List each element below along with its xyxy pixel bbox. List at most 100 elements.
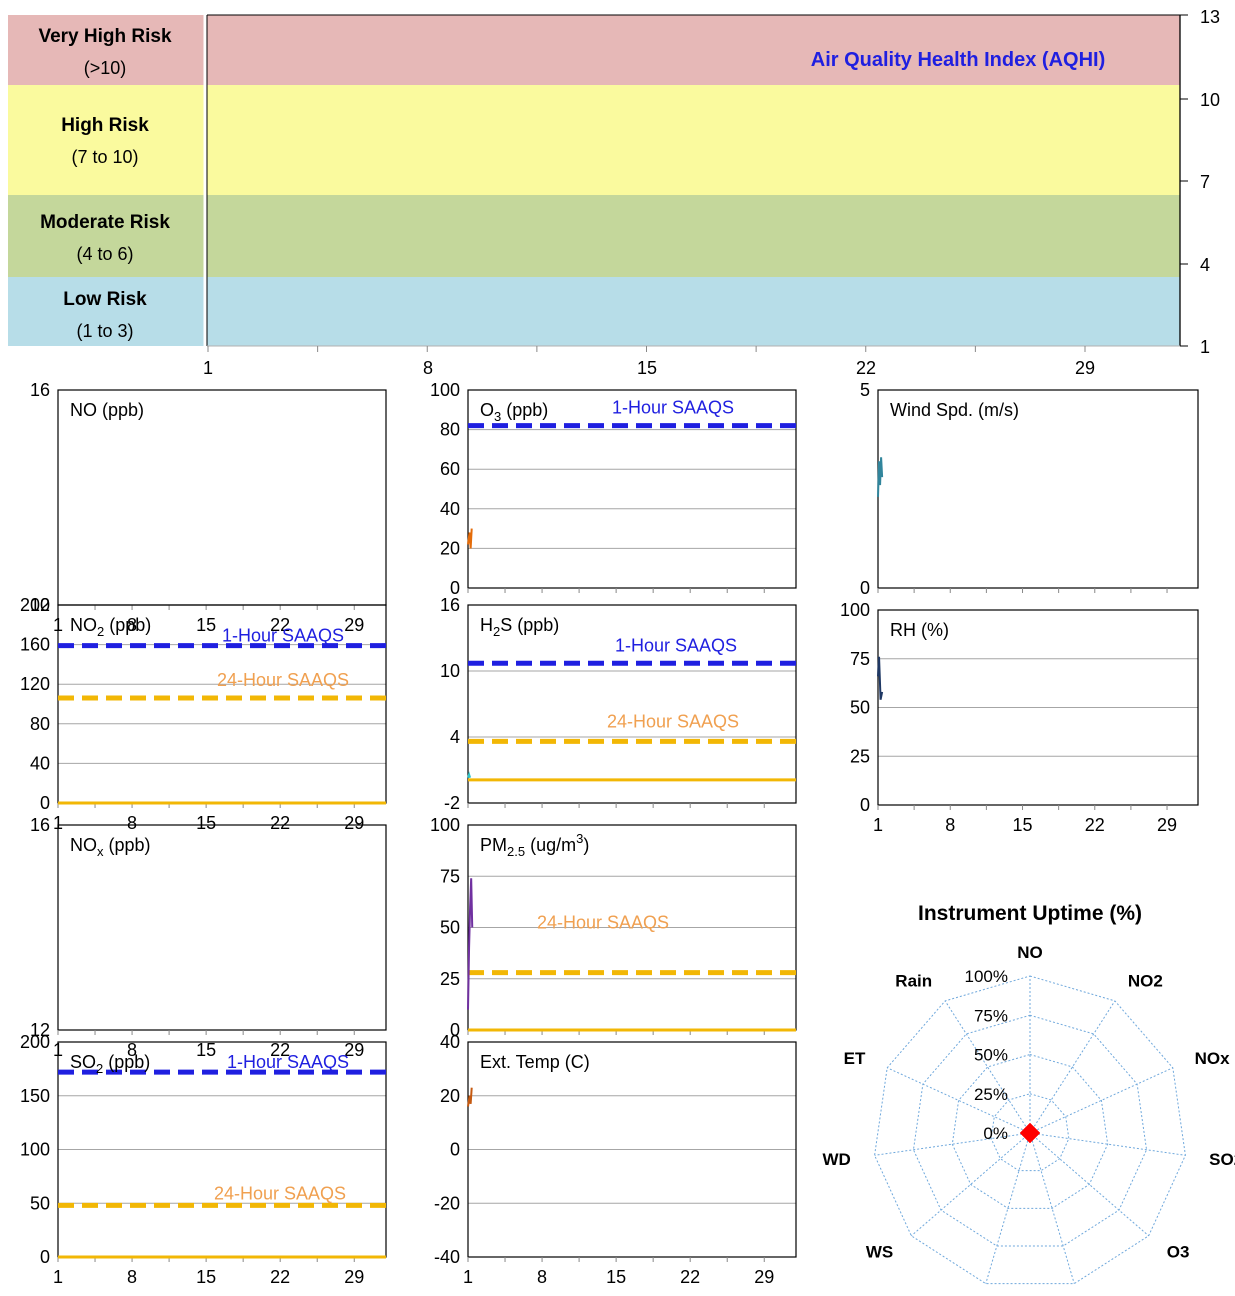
nox-panel-title: NOx (ppb) bbox=[70, 835, 151, 859]
h2s-panel: 16 10 4 -2 1-Hour SAAQS 24-Hour SAAQS H2S (ppb… bbox=[440, 595, 797, 813]
aqhi-band-very-high bbox=[8, 15, 1180, 85]
rh-y-tick-label: 100 bbox=[840, 600, 870, 620]
pm25-y-tick-label: 0 bbox=[450, 1020, 460, 1040]
aqhi-band-name-low: Low Risk bbox=[63, 289, 147, 310]
temp-x-tick-label: 1 bbox=[463, 1267, 473, 1287]
radar-category-label: NO2 bbox=[1128, 972, 1163, 991]
no-x-tick-label: 8 bbox=[127, 615, 137, 635]
temp-x-tick-label: 22 bbox=[680, 1267, 700, 1287]
radar-data-marker bbox=[1020, 1123, 1040, 1143]
no2-x-tick-label: 15 bbox=[196, 813, 216, 833]
h2s-y-tick-label: 16 bbox=[440, 595, 460, 615]
no2-1h-standard-label: 1-Hour SAAQS bbox=[222, 626, 344, 646]
h2s-series-line bbox=[467, 771, 472, 779]
aqhi-band-name-moderate: Moderate Risk bbox=[40, 212, 170, 233]
aqhi-y-tick-label: 13 bbox=[1200, 7, 1220, 27]
temp-y-tick-label: -40 bbox=[434, 1247, 460, 1267]
no2-panel-title: NO2 (ppb) bbox=[70, 615, 151, 639]
no-x-tick-label: 22 bbox=[270, 615, 290, 635]
radar-ring bbox=[951, 1053, 1109, 1209]
aqhi-title: Air Quality Health Index (AQHI) bbox=[811, 49, 1105, 71]
aqhi-x-tick-label: 15 bbox=[637, 358, 657, 378]
rh-y-tick-label: 50 bbox=[850, 698, 870, 718]
o3-panel: 100 80 60 40 20 0 1-Hour SAAQS O3 (ppb) bbox=[430, 380, 797, 598]
no2-y-tick-label: 0 bbox=[40, 793, 50, 813]
so2-x-tick-label: 8 bbox=[127, 1267, 137, 1287]
radar-ring-label: 50% bbox=[974, 1046, 1008, 1065]
radar-ring-label: 25% bbox=[974, 1085, 1008, 1104]
h2s-24h-standard-label: 24-Hour SAAQS bbox=[607, 711, 739, 731]
aqhi-y-tick-label: 7 bbox=[1200, 172, 1210, 192]
so2-y-tick-label: 0 bbox=[40, 1247, 50, 1267]
radar-category-label: Rain bbox=[895, 972, 932, 991]
so2-24h-standard-label: 24-Hour SAAQS bbox=[214, 1183, 346, 1203]
radar-category-label: NOx bbox=[1195, 1049, 1231, 1068]
pm25-y-tick-label: 50 bbox=[440, 918, 460, 938]
aqhi-band-range-high: (7 to 10) bbox=[71, 147, 138, 167]
no2-x-tick-label: 8 bbox=[127, 813, 137, 833]
rh-y-tick-label: 25 bbox=[850, 746, 870, 766]
h2s-1h-standard-label: 1-Hour SAAQS bbox=[615, 635, 737, 655]
pm25-series-line bbox=[467, 878, 474, 1010]
aqhi-chart: Very High Risk (>10) High Risk (7 to 10)… bbox=[8, 7, 1220, 378]
no2-x-tick-label: 1 bbox=[53, 813, 63, 833]
nox-y-tick-label: 12 bbox=[30, 1020, 50, 1040]
h2s-plot-frame bbox=[467, 604, 797, 804]
rh-plot-frame bbox=[877, 609, 1199, 806]
no2-24h-standard-label: 24-Hour SAAQS bbox=[217, 670, 349, 690]
no2-x-tick-label: 22 bbox=[270, 813, 290, 833]
aqhi-x-tick-label: 8 bbox=[423, 358, 433, 378]
nox-x-tick-label: 15 bbox=[196, 1040, 216, 1060]
rh-x-tick-label: 15 bbox=[1013, 815, 1033, 835]
aqhi-band-range-moderate: (4 to 6) bbox=[76, 244, 133, 264]
temp-y-tick-label: 20 bbox=[440, 1086, 460, 1106]
no2-y-tick-label: 160 bbox=[20, 635, 50, 655]
aqhi-band-name-high: High Risk bbox=[61, 115, 149, 136]
aqhi-y-tick-label: 10 bbox=[1200, 90, 1220, 110]
no-x-tick-label: 15 bbox=[196, 615, 216, 635]
rh-series-line bbox=[877, 656, 884, 700]
pm25-y-tick-label: 100 bbox=[430, 815, 460, 835]
nox-x-tick-label: 22 bbox=[270, 1040, 290, 1060]
no-y-tick-label: 16 bbox=[30, 380, 50, 400]
temp-series-line bbox=[467, 1087, 473, 1107]
temp-x-tick-label: 15 bbox=[606, 1267, 626, 1287]
no-panel-title: NO (ppb) bbox=[70, 400, 144, 420]
rh-x-tick-label: 22 bbox=[1085, 815, 1105, 835]
pm25-24h-standard-label: 24-Hour SAAQS bbox=[537, 913, 669, 933]
pm25-y-tick-label: 75 bbox=[440, 866, 460, 886]
aqhi-y-tick-label: 4 bbox=[1200, 255, 1210, 275]
aqhi-band-name-very-high: Very High Risk bbox=[38, 26, 171, 47]
temp-y-tick-label: 0 bbox=[450, 1140, 460, 1160]
so2-y-tick-label: 200 bbox=[20, 1032, 50, 1052]
rh-y-tick-label: 0 bbox=[860, 795, 870, 815]
radar-ring-label: 0% bbox=[983, 1124, 1008, 1143]
radar-category-label: ET bbox=[844, 1049, 866, 1068]
pm25-panel-title: PM2.5 (ug/m3) bbox=[480, 831, 589, 859]
aqhi-band-range-very-high: (>10) bbox=[84, 58, 127, 78]
radar-category-label: WD bbox=[823, 1150, 851, 1169]
rh-x-tick-label: 29 bbox=[1157, 815, 1177, 835]
no2-x-tick-label: 29 bbox=[344, 813, 364, 833]
no-x-tick-label: 29 bbox=[344, 615, 364, 635]
radar-ring-label: 75% bbox=[974, 1006, 1008, 1025]
radar-title: Instrument Uptime (%) bbox=[918, 902, 1142, 925]
temp-panel-title: Ext. Temp (C) bbox=[480, 1052, 590, 1072]
radar-category-label: O3 bbox=[1167, 1243, 1190, 1262]
aqhi-band-low bbox=[8, 277, 1180, 346]
h2s-y-tick-label: -2 bbox=[444, 793, 460, 813]
so2-panel-title: SO2 (ppb) bbox=[70, 1052, 150, 1076]
o3-panel-title: O3 (ppb) bbox=[480, 400, 548, 424]
nox-y-tick-label: 16 bbox=[30, 815, 50, 835]
so2-y-tick-label: 150 bbox=[20, 1086, 50, 1106]
o3-y-tick-label: 60 bbox=[440, 459, 460, 479]
temp-panel: 40 20 0 -20 -401 8 15 22 29 Ext. Temp (C) bbox=[434, 1032, 797, 1287]
o3-y-tick-label: 80 bbox=[440, 420, 460, 440]
o3-plot-frame bbox=[467, 389, 797, 589]
nox-plot-frame bbox=[57, 824, 387, 1031]
pm25-panel: 100 75 50 25 0 24-Hour SAAQS PM2.5 (ug/m3) bbox=[430, 815, 797, 1040]
